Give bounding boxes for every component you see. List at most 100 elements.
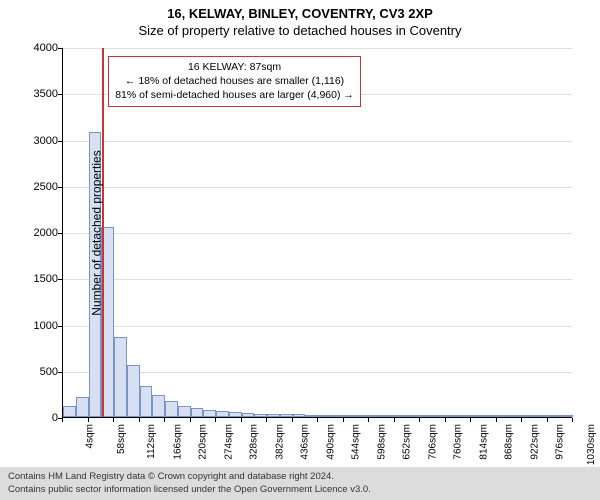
ytick-label: 3500 — [18, 88, 58, 100]
xtick-mark — [368, 418, 369, 422]
xtick-label: 760sqm — [453, 424, 464, 460]
xtick-mark — [113, 418, 114, 422]
xtick-label: 652sqm — [402, 424, 413, 460]
histogram-bar — [254, 414, 267, 418]
histogram-bar — [535, 415, 548, 417]
xtick-mark — [292, 418, 293, 422]
xtick-mark — [164, 418, 165, 422]
histogram-bar — [484, 415, 497, 417]
histogram-bar — [369, 415, 382, 417]
histogram-bar — [114, 337, 127, 417]
histogram-bar — [331, 415, 344, 417]
histogram-bar — [191, 408, 204, 417]
histogram-bar — [382, 415, 395, 417]
histogram-bar — [420, 415, 433, 417]
histogram-bar — [548, 415, 561, 417]
annotation-box: 16 KELWAY: 87sqm ← 18% of detached house… — [108, 56, 361, 107]
ytick-mark — [58, 187, 62, 188]
xtick-mark — [190, 418, 191, 422]
ytick-mark — [58, 372, 62, 373]
xtick-label: 544sqm — [351, 424, 362, 460]
histogram-bar — [305, 415, 318, 417]
xtick-mark — [343, 418, 344, 422]
xtick-mark — [547, 418, 548, 422]
chart-container: 16, KELWAY, BINLEY, COVENTRY, CV3 2XP Si… — [0, 0, 600, 500]
xtick-mark — [470, 418, 471, 422]
ytick-label: 1500 — [18, 273, 58, 285]
plot-region: 16 KELWAY: 87sqm ← 18% of detached house… — [62, 48, 572, 418]
title-address: 16, KELWAY, BINLEY, COVENTRY, CV3 2XP — [0, 6, 600, 21]
annotation-line1: 16 KELWAY: 87sqm — [115, 60, 354, 74]
xtick-label: 814sqm — [478, 424, 489, 460]
xtick-mark — [572, 418, 573, 422]
footer-line1: Contains HM Land Registry data © Crown c… — [8, 471, 592, 483]
xtick-mark — [139, 418, 140, 422]
ytick-label: 1000 — [18, 320, 58, 332]
xtick-label: 166sqm — [172, 424, 183, 460]
footer: Contains HM Land Registry data © Crown c… — [0, 467, 600, 500]
xtick-label: 58sqm — [116, 424, 127, 454]
histogram-bar — [407, 415, 420, 417]
xtick-mark — [241, 418, 242, 422]
histogram-bar — [178, 406, 191, 417]
title-block: 16, KELWAY, BINLEY, COVENTRY, CV3 2XP Si… — [0, 0, 600, 38]
ytick-mark — [58, 141, 62, 142]
histogram-bar — [293, 414, 306, 417]
histogram-bar — [560, 415, 573, 417]
xtick-mark — [521, 418, 522, 422]
histogram-bar — [267, 414, 280, 417]
xtick-label: 976sqm — [555, 424, 566, 460]
xtick-label: 382sqm — [274, 424, 285, 460]
ytick-label: 500 — [18, 366, 58, 378]
histogram-bar — [152, 395, 165, 417]
ytick-label: 3000 — [18, 135, 58, 147]
xtick-mark — [419, 418, 420, 422]
histogram-bar — [522, 415, 535, 417]
histogram-bar — [344, 415, 357, 417]
histogram-bar — [318, 415, 331, 417]
ytick-mark — [58, 279, 62, 280]
histogram-bar — [458, 415, 471, 417]
histogram-bar — [433, 415, 446, 417]
xtick-label: 598sqm — [376, 424, 387, 460]
histogram-bar — [216, 411, 229, 417]
histogram-bar — [395, 415, 408, 417]
histogram-bar — [127, 365, 140, 417]
xtick-mark — [88, 418, 89, 422]
histogram-bar — [76, 397, 89, 417]
histogram-bar — [242, 413, 255, 417]
xtick-mark — [62, 418, 63, 422]
annotation-line2: ← 18% of detached houses are smaller (1,… — [115, 74, 354, 88]
xtick-mark — [215, 418, 216, 422]
histogram-bar — [446, 415, 459, 417]
ytick-label: 0 — [18, 412, 58, 424]
histogram-bar — [356, 415, 369, 417]
xtick-mark — [394, 418, 395, 422]
histogram-bar — [140, 386, 153, 417]
chart-area: 16 KELWAY: 87sqm ← 18% of detached house… — [62, 48, 572, 418]
footer-line2: Contains public sector information licen… — [8, 484, 592, 496]
ytick-mark — [58, 326, 62, 327]
xtick-label: 112sqm — [146, 424, 157, 459]
histogram-bar — [509, 415, 522, 417]
xtick-mark — [317, 418, 318, 422]
xtick-label: 1030sqm — [586, 424, 597, 465]
ytick-label: 2500 — [18, 181, 58, 193]
ytick-mark — [58, 233, 62, 234]
xtick-mark — [445, 418, 446, 422]
xtick-label: 868sqm — [504, 424, 515, 460]
y-axis-label: Number of detached properties — [90, 150, 104, 315]
histogram-bar — [203, 410, 216, 417]
histogram-bar — [63, 406, 76, 417]
xtick-label: 328sqm — [249, 424, 260, 460]
histogram-bar — [497, 415, 510, 417]
ytick-label: 2000 — [18, 227, 58, 239]
xtick-label: 436sqm — [300, 424, 311, 460]
title-subtitle: Size of property relative to detached ho… — [0, 23, 600, 38]
ytick-mark — [58, 48, 62, 49]
xtick-label: 706sqm — [427, 424, 438, 460]
xtick-label: 4sqm — [84, 424, 95, 448]
xtick-label: 922sqm — [529, 424, 540, 460]
xtick-label: 490sqm — [325, 424, 336, 460]
xtick-label: 220sqm — [198, 424, 209, 460]
